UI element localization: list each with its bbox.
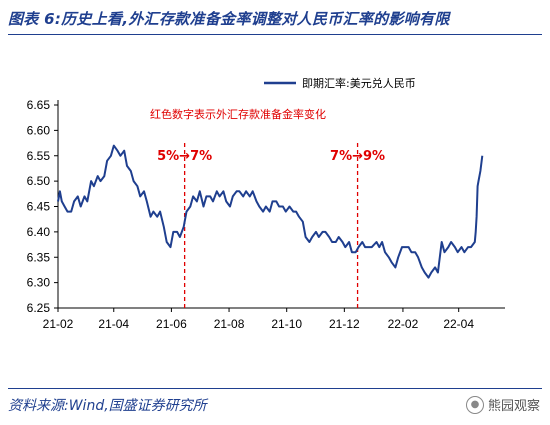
x-tick-label: 21-08 (214, 317, 245, 331)
series-line (57, 144, 484, 279)
y-tick-label: 6.60 (27, 123, 51, 137)
y-tick-label: 6.25 (27, 301, 51, 315)
y-tick-label: 6.65 (27, 98, 51, 112)
x-tick-label: 22-02 (388, 317, 419, 331)
wechat-icon: ● (465, 395, 484, 414)
watermark-label: 熊园观察 (487, 399, 540, 414)
y-axis: 6.25 6.30 6.35 6.40 6.45 6.50 6.55 6.60 6.65 (27, 98, 59, 315)
x-axis: 21-02 21-04 21-06 21-08 21-10 21-12 22-02 22-04 (43, 307, 505, 331)
footer-rule (8, 388, 542, 389)
y-tick-label: 6.30 (27, 276, 51, 290)
annotation-label: 7%→9% (330, 149, 385, 164)
legend: 即期汇率:美元兑人民币 (264, 76, 416, 90)
series-layer (57, 144, 484, 279)
y-tick-label: 6.50 (27, 174, 51, 188)
source-note: 资料来源:Wind,国盛证券研究所 (8, 398, 207, 414)
chart-note: 红色数字表示外汇存款准备金率变化 (150, 107, 326, 121)
x-tick-label: 21-12 (329, 317, 360, 331)
annotation-label: 5%→7% (157, 149, 212, 164)
x-tick-label: 21-02 (43, 317, 74, 331)
title-rule (8, 34, 542, 35)
x-tick-label: 21-10 (271, 317, 302, 331)
page-title: 图表 6:历史上看,外汇存款准备金率调整对人民币汇率的影响有限 (8, 10, 450, 28)
y-tick-label: 6.35 (27, 250, 51, 264)
y-tick-label: 6.40 (27, 225, 51, 239)
x-tick-label: 21-04 (98, 317, 129, 331)
x-tick-label: 22-04 (443, 317, 474, 331)
x-tick-label: 21-06 (156, 317, 187, 331)
y-tick-label: 6.55 (27, 149, 51, 163)
y-tick-label: 6.45 (27, 200, 51, 214)
legend-label: 即期汇率:美元兑人民币 (302, 76, 416, 90)
watermark: ● 熊园观察 (465, 395, 540, 414)
annotations: 5%→7% 7%→9% (157, 143, 385, 308)
